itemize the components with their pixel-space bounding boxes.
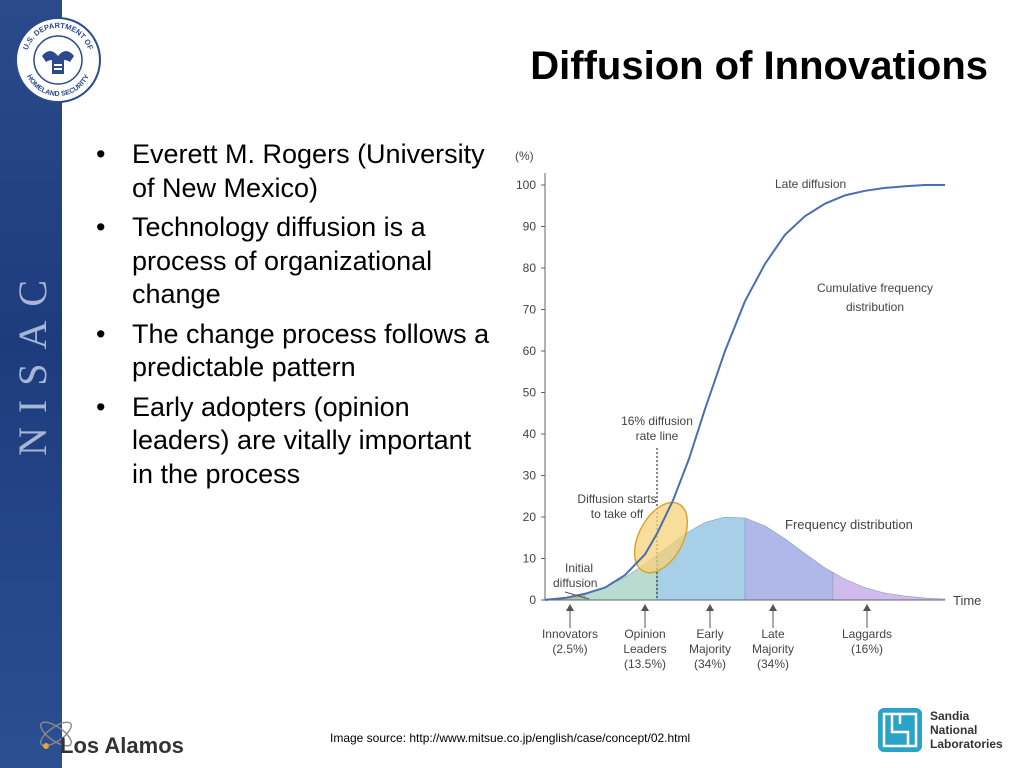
reference-line-label-2: rate line — [636, 429, 679, 443]
bullet-item: • Everett M. Rogers (University of New Me… — [90, 138, 490, 205]
cumulative-curve — [544, 184, 945, 601]
nisac-text: NISAC — [10, 266, 55, 456]
takeoff-highlight — [633, 501, 689, 574]
takeoff-label-2: to take off — [591, 507, 644, 521]
cumulative-label-1: Cumulative frequency — [817, 281, 933, 295]
y-tick-label: 80 — [523, 261, 537, 275]
sandia-text-3: Laboratories — [930, 737, 1003, 751]
bullet-item: • Technology diffusion is a process of or… — [90, 211, 490, 312]
bullet-glyph: • — [96, 212, 106, 242]
segment-name: Late — [761, 627, 785, 641]
bullet-glyph: • — [96, 318, 106, 349]
dhs-seal-logo: U.S. DEPARTMENT OF HOMELAND SECURITY — [15, 17, 101, 103]
segment-pointer-arrow — [769, 604, 777, 611]
frequency-segment — [832, 571, 946, 601]
bullet-text: Everett M. Rogers (University of New Mex… — [132, 139, 485, 203]
frequency-label: Frequency distribution — [785, 517, 913, 532]
bullet-text: Early adopters (opinion leaders) are vit… — [132, 391, 472, 489]
initial-label-1: Initial — [565, 561, 593, 575]
sidebar-band: NISAC — [0, 0, 62, 768]
segment-name: Leaders — [623, 642, 666, 656]
segment-share: (2.5%) — [552, 642, 587, 656]
y-tick-label: 20 — [523, 510, 537, 524]
bullet-text: The change process follows a predictable… — [132, 318, 490, 383]
y-tick-label: 30 — [523, 469, 537, 483]
segment-pointer-arrow — [566, 604, 574, 611]
y-tick-label: 50 — [523, 386, 537, 400]
slide-title: Diffusion of Innovations — [530, 44, 988, 88]
cumulative-label-2: distribution — [846, 300, 904, 314]
eagle-icon — [42, 51, 74, 62]
segment-share: (16%) — [851, 642, 883, 656]
nisac-vertical-text: NISAC — [10, 266, 55, 456]
atom-icon — [40, 721, 72, 747]
y-tick-label: 40 — [523, 427, 537, 441]
y-tick-label: 0 — [529, 593, 536, 607]
x-axis-label: Time — [953, 593, 981, 608]
y-tick-label: 10 — [523, 552, 537, 566]
sandia-text-1: Sandia — [930, 709, 970, 723]
bullet-glyph: • — [96, 391, 106, 422]
sandia-text-2: National — [930, 723, 977, 737]
initial-pointer — [564, 591, 590, 600]
bullet-text: Technology diffusion is a process of org… — [132, 212, 433, 309]
y-tick-label: 60 — [523, 344, 537, 358]
los-alamos-logo: Los Alamos — [40, 721, 184, 758]
bullet-glyph: • — [96, 139, 106, 169]
bullet-item: • Early adopters (opinion leaders) are vi… — [90, 391, 490, 492]
bullet-list: • Everett M. Rogers (University of New Me… — [90, 138, 490, 497]
reference-line-label-1: 16% diffusion — [621, 414, 693, 428]
segment-pointer-arrow — [863, 604, 871, 611]
segment-name: Innovators — [542, 627, 598, 641]
y-tick-label: 100 — [516, 178, 536, 192]
sandia-mark-icon — [878, 708, 922, 752]
segment-name: Majority — [689, 642, 731, 656]
initial-label-2: diffusion — [553, 576, 597, 590]
segment-name: Opinion — [624, 627, 665, 641]
segment-name: Majority — [752, 642, 794, 656]
diffusion-chart: 0 10 20 30 40 50 60 70 80 90 100 (%) Time 16% diffusi… — [515, 149, 981, 671]
image-source-caption: Image source: http://www.mitsue.co.jp/en… — [330, 731, 691, 745]
y-tick-label: 70 — [523, 303, 537, 317]
frequency-segment — [744, 517, 834, 601]
segment-name: Early — [696, 627, 723, 641]
segment-share: (13.5%) — [624, 657, 666, 671]
sandia-logo: Sandia National Laboratories — [878, 708, 1003, 752]
bullet-item: • The change process follows a predictabl… — [90, 318, 490, 385]
segment-pointer-arrow — [641, 604, 649, 611]
segment-share: (34%) — [694, 657, 726, 671]
y-tick-label: 90 — [523, 220, 537, 234]
segment-pointer-arrow — [706, 604, 714, 611]
segment-share: (34%) — [757, 657, 789, 671]
late-diffusion-label: Late diffusion — [775, 177, 846, 191]
segment-name: Laggards — [842, 627, 892, 641]
takeoff-label-1: Diffusion starts — [577, 492, 656, 506]
los-alamos-text: Los Alamos — [60, 733, 184, 758]
y-unit-label: (%) — [515, 149, 534, 163]
